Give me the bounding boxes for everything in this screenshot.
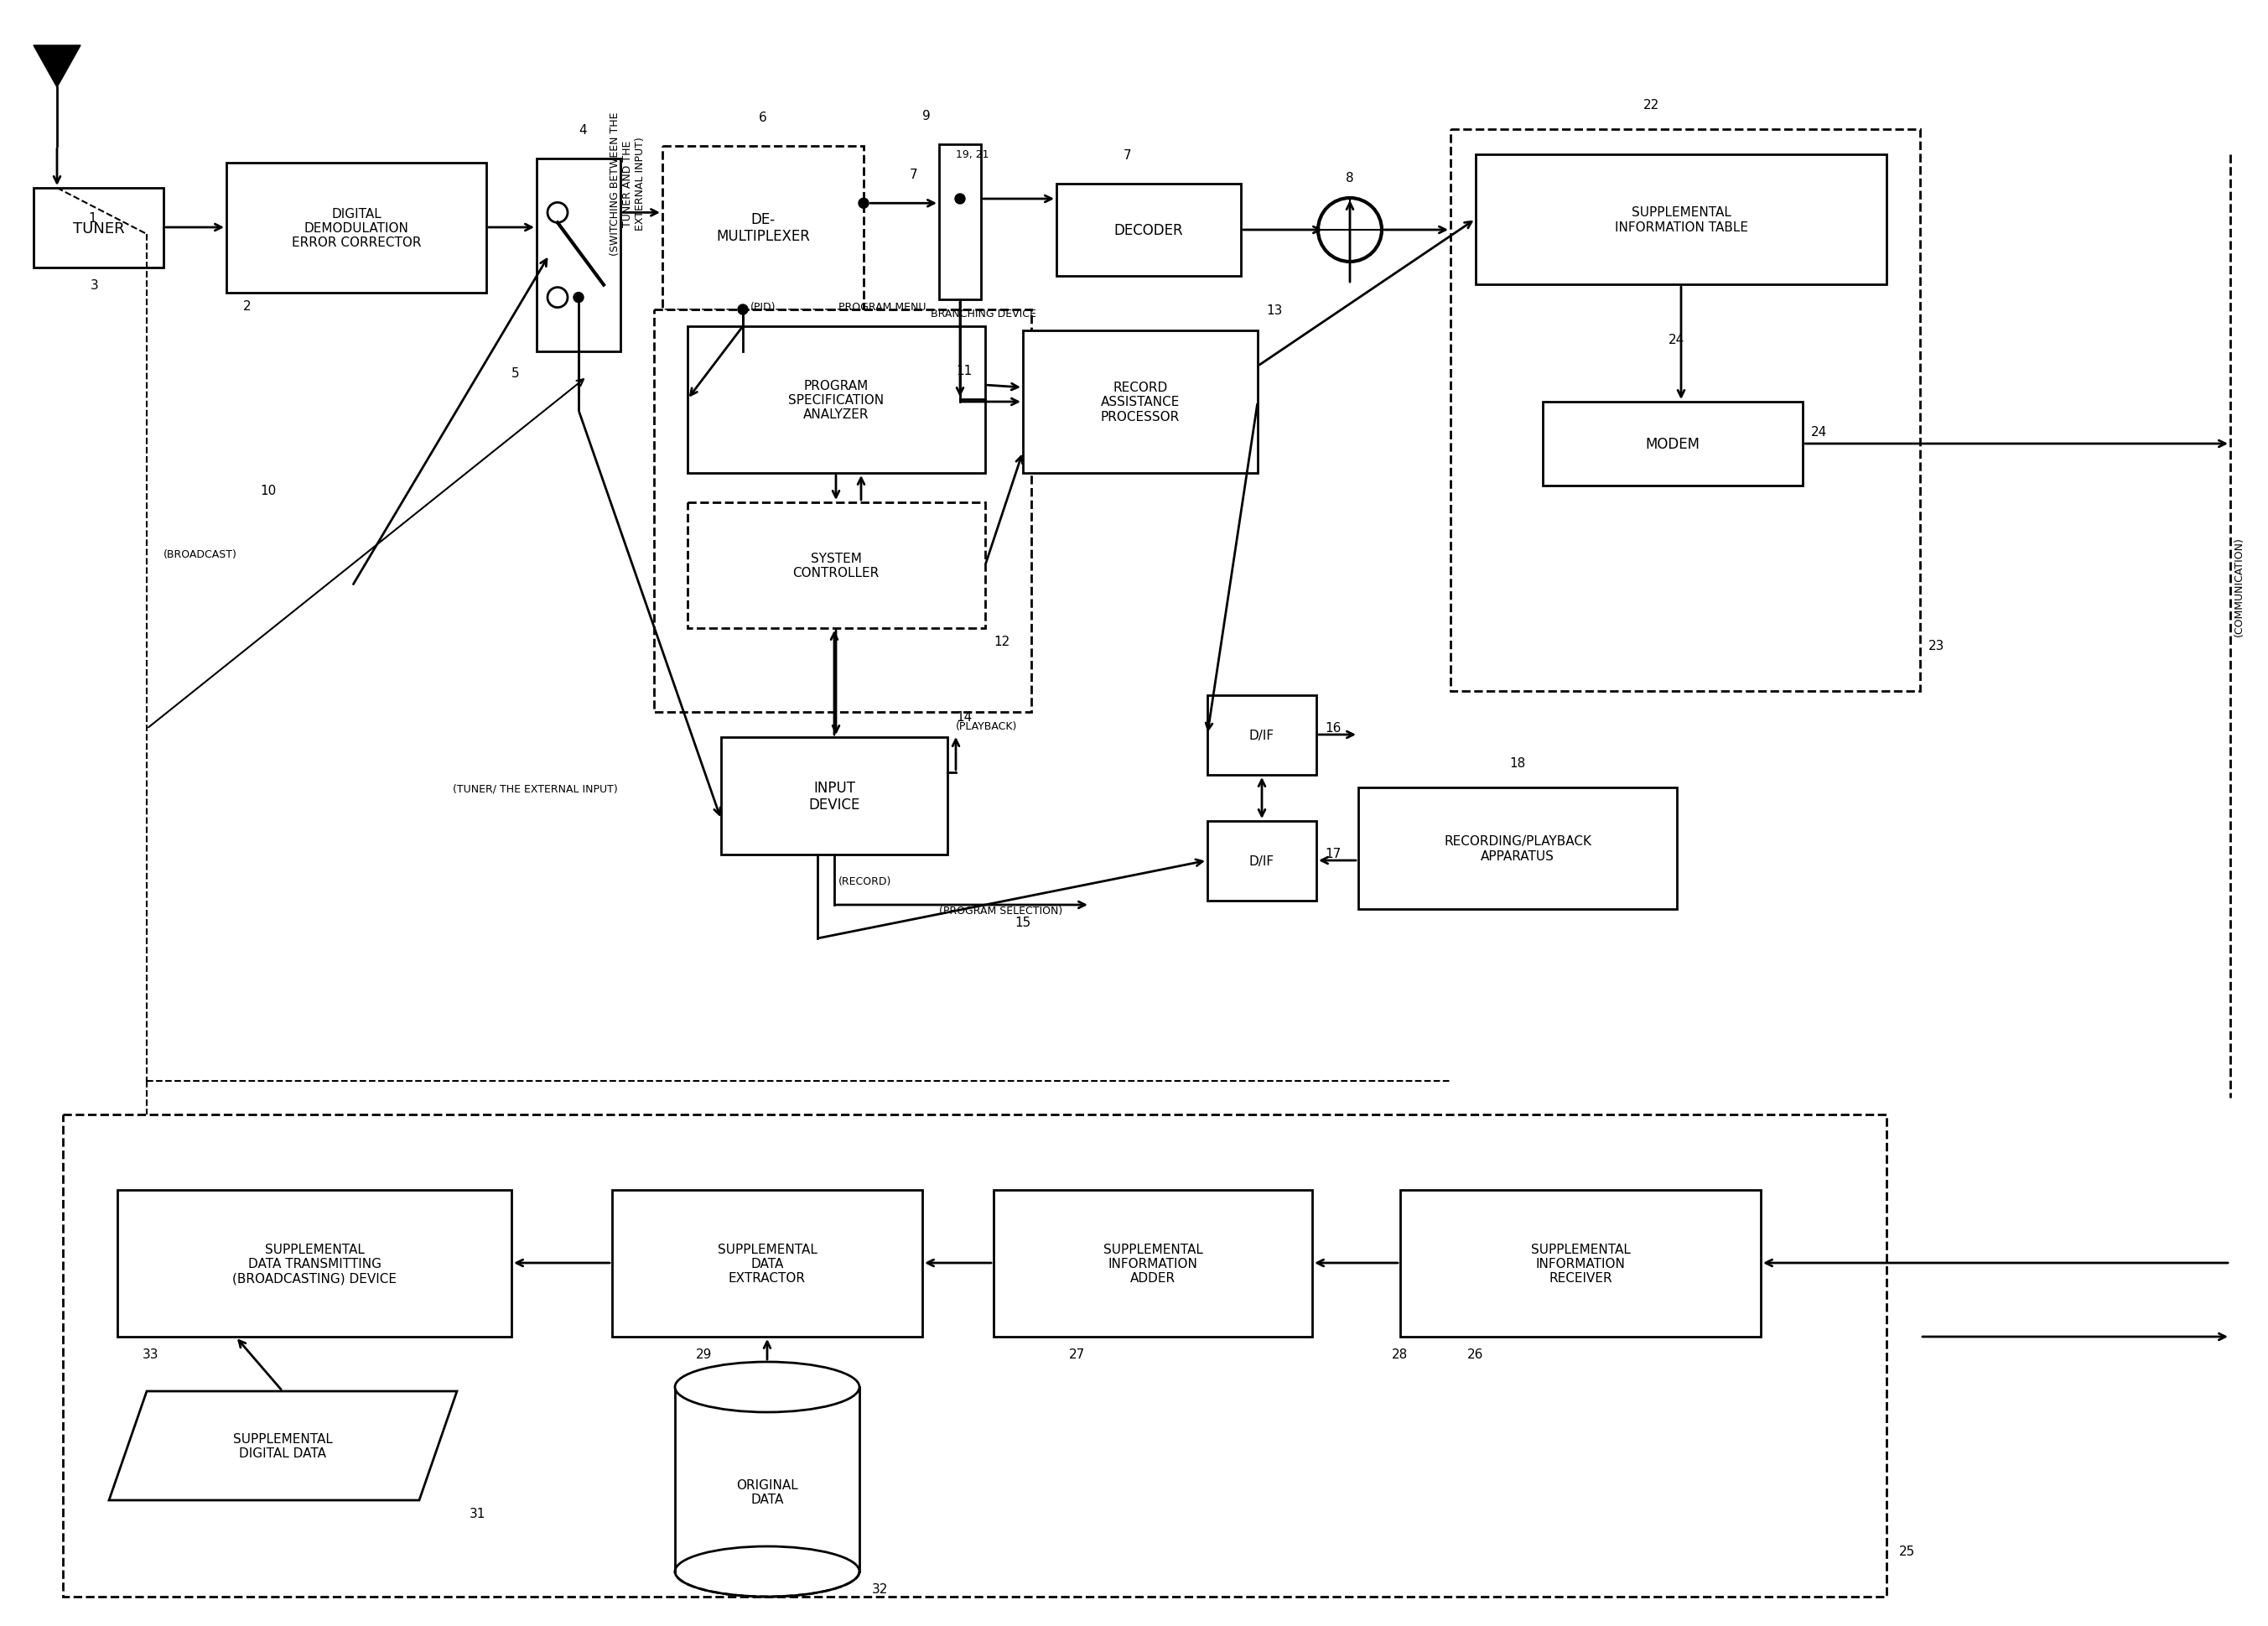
Text: 27: 27 (1068, 1348, 1084, 1361)
Text: MODEM: MODEM (1647, 437, 1701, 452)
Text: (PID): (PID) (751, 302, 776, 312)
Text: (PROGRAM SELECTION): (PROGRAM SELECTION) (939, 906, 1061, 915)
Text: SYSTEM
CONTROLLER: SYSTEM CONTROLLER (792, 553, 880, 579)
Text: SUPPLEMENTAL
INFORMATION
RECEIVER: SUPPLEMENTAL INFORMATION RECEIVER (1531, 1242, 1631, 1285)
Text: 7: 7 (909, 169, 919, 180)
Bar (653, 311, 1032, 712)
Text: RECORDING/PLAYBACK
APPARATUS: RECORDING/PLAYBACK APPARATUS (1445, 836, 1592, 862)
Text: 13: 13 (1266, 304, 1281, 317)
Bar (1057, 184, 1241, 276)
Text: SUPPLEMENTAL
INFORMATION TABLE: SUPPLEMENTAL INFORMATION TABLE (1615, 207, 1749, 234)
Text: 18: 18 (1510, 756, 1526, 769)
Ellipse shape (676, 1363, 860, 1413)
Text: INPUT
DEVICE: INPUT DEVICE (807, 780, 860, 813)
Bar (687, 327, 984, 473)
Text: DIGITAL
DEMODULATION
ERROR CORRECTOR: DIGITAL DEMODULATION ERROR CORRECTOR (293, 208, 422, 249)
Polygon shape (34, 46, 79, 88)
Text: DECODER: DECODER (1114, 223, 1184, 237)
Bar (538, 159, 621, 351)
Text: 26: 26 (1467, 1348, 1483, 1361)
Bar (1359, 789, 1676, 909)
Bar (1476, 154, 1887, 285)
Text: 16: 16 (1325, 722, 1340, 735)
Polygon shape (109, 1392, 456, 1501)
Circle shape (737, 306, 748, 315)
Text: SUPPLEMENTAL
DATA TRANSMITTING
(BROADCASTING) DEVICE: SUPPLEMENTAL DATA TRANSMITTING (BROADCAS… (231, 1242, 397, 1285)
Text: D/IF: D/IF (1250, 855, 1275, 868)
Text: 28: 28 (1393, 1348, 1408, 1361)
Text: 8: 8 (1345, 172, 1354, 184)
Bar (1023, 332, 1259, 473)
Bar (612, 1190, 923, 1337)
Text: (PLAYBACK): (PLAYBACK) (955, 720, 1018, 732)
Text: 9: 9 (923, 111, 930, 122)
Text: (RECORD): (RECORD) (839, 876, 891, 886)
Text: 12: 12 (993, 636, 1009, 647)
Bar (939, 145, 982, 301)
Circle shape (955, 195, 966, 205)
Bar (64, 1115, 1887, 1597)
Text: 7: 7 (1123, 150, 1132, 161)
Ellipse shape (676, 1546, 860, 1597)
Bar (993, 1190, 1313, 1337)
Text: (COMMUNICATION): (COMMUNICATION) (2234, 537, 2243, 636)
Bar (662, 146, 864, 311)
Text: 22: 22 (1644, 99, 1660, 112)
Text: 33: 33 (143, 1348, 159, 1361)
Bar (1542, 402, 1803, 486)
Text: TUNER: TUNER (73, 221, 125, 236)
Bar (1452, 130, 1921, 691)
Text: PROGRAM
SPECIFICATION
ANALYZER: PROGRAM SPECIFICATION ANALYZER (789, 379, 885, 421)
Bar (721, 738, 948, 855)
Circle shape (860, 198, 869, 208)
Bar (1399, 1190, 1760, 1337)
Text: DE-
MULTIPLEXER: DE- MULTIPLEXER (717, 211, 810, 244)
Text: 19, 21: 19, 21 (955, 150, 989, 159)
Text: 23: 23 (1928, 639, 1944, 652)
Text: 2: 2 (243, 301, 252, 312)
Circle shape (574, 293, 583, 302)
Text: 24: 24 (1812, 426, 1828, 439)
Bar (118, 1190, 513, 1337)
Text: BRANCHING DEVICE: BRANCHING DEVICE (930, 309, 1036, 320)
Text: 29: 29 (696, 1348, 712, 1361)
Bar (34, 189, 163, 268)
Bar (1207, 696, 1315, 776)
Text: 14: 14 (955, 711, 973, 724)
Text: SUPPLEMENTAL
INFORMATION
ADDER: SUPPLEMENTAL INFORMATION ADDER (1102, 1242, 1202, 1285)
Bar (687, 502, 984, 629)
Text: (SWITCHING BETWEEN THE
TUNER AND THE
EXTERNAL INPUT): (SWITCHING BETWEEN THE TUNER AND THE EXT… (610, 112, 644, 255)
Text: 1: 1 (88, 211, 95, 224)
Text: 11: 11 (955, 364, 973, 377)
Text: 4: 4 (578, 124, 587, 137)
Bar (227, 164, 485, 293)
Text: 24: 24 (1669, 333, 1685, 346)
Text: 5: 5 (513, 367, 519, 380)
Text: 6: 6 (760, 112, 767, 124)
Text: 15: 15 (1014, 915, 1030, 928)
Text: ORIGINAL
DATA: ORIGINAL DATA (737, 1478, 798, 1506)
Text: (BROADCAST): (BROADCAST) (163, 550, 238, 559)
Text: 32: 32 (871, 1582, 889, 1595)
Text: 17: 17 (1325, 847, 1340, 860)
Text: D/IF: D/IF (1250, 728, 1275, 741)
Text: PROGRAM MENU: PROGRAM MENU (839, 302, 925, 312)
Text: SUPPLEMENTAL
DIGITAL DATA: SUPPLEMENTAL DIGITAL DATA (234, 1433, 333, 1460)
Text: 3: 3 (91, 280, 98, 291)
Text: 10: 10 (261, 485, 277, 498)
Bar (1207, 821, 1315, 901)
Text: (TUNER/ THE EXTERNAL INPUT): (TUNER/ THE EXTERNAL INPUT) (454, 784, 617, 795)
Text: 31: 31 (469, 1507, 485, 1520)
Text: 25: 25 (1898, 1545, 1914, 1558)
Text: SUPPLEMENTAL
DATA
EXTRACTOR: SUPPLEMENTAL DATA EXTRACTOR (717, 1242, 816, 1285)
Text: RECORD
ASSISTANCE
PROCESSOR: RECORD ASSISTANCE PROCESSOR (1100, 382, 1179, 423)
